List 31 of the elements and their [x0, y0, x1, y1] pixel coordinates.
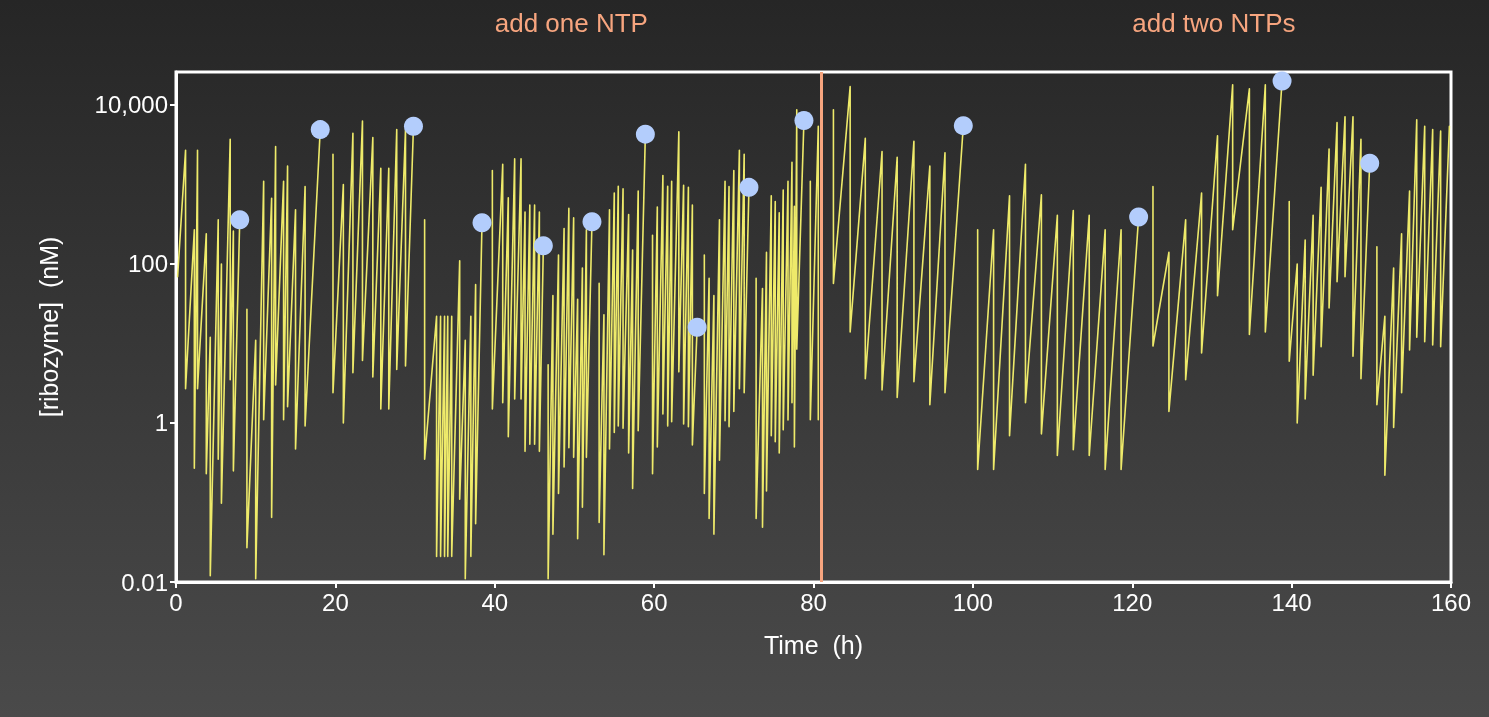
x-tick-label: 20: [322, 588, 349, 616]
point: [230, 210, 250, 230]
point: [1129, 207, 1149, 227]
text: add two NTPs: [1132, 8, 1296, 38]
point: [1360, 153, 1380, 173]
y-tick-label: 100: [127, 250, 168, 278]
point: [582, 212, 602, 232]
point: [953, 116, 973, 136]
y-tick-label: 10,000: [94, 91, 168, 119]
x-tick-label: 160: [1430, 588, 1472, 616]
point: [310, 120, 330, 140]
x-tick-label: 0: [169, 588, 183, 616]
point: [472, 213, 492, 233]
x-tick-label: 140: [1271, 588, 1312, 616]
x-tick-label: 100: [952, 588, 993, 616]
x-tick-label: 60: [640, 588, 668, 616]
point: [635, 124, 655, 144]
point: [1272, 71, 1292, 91]
x-tick-label: 80: [800, 588, 827, 616]
point: [533, 236, 553, 256]
point: [739, 177, 759, 197]
text: add one NTP: [494, 8, 648, 38]
point: [794, 110, 814, 130]
x-tick-label: 120: [1112, 588, 1153, 616]
y-tick-label: 1: [154, 409, 168, 437]
point: [687, 317, 707, 337]
x-axis-title: Time (h): [763, 630, 864, 659]
x-tick-label: 40: [481, 588, 509, 616]
point: [403, 116, 423, 136]
y-axis-title: [ribozyme] (nM): [34, 236, 63, 418]
y-tick-label: 0.01: [121, 568, 168, 596]
